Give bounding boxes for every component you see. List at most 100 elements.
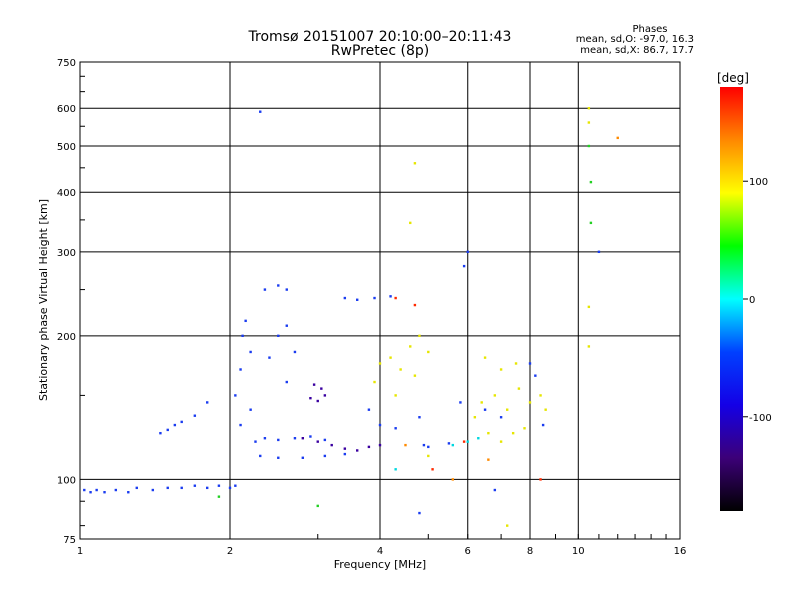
echo-point [528,362,532,365]
x-tick-label: 4 [377,546,383,557]
echo-point [483,356,487,359]
echo-point [95,488,98,492]
x-tick-label: 2 [227,546,233,557]
echo-point [499,416,503,419]
echo-point [320,387,323,390]
echo-point [293,350,297,354]
echo-point [511,431,515,435]
echo-point [263,288,267,291]
echo-point [483,408,487,411]
echo-point [180,420,183,424]
echo-point [323,438,327,442]
echo-point [493,394,497,397]
echo-point [451,478,455,481]
echo-point [193,414,197,417]
echo-point [316,504,319,508]
echo-point [418,511,421,515]
echo-point [259,454,262,458]
echo-point [323,394,327,397]
echo-point [413,303,417,307]
colorbar-ticks: 100 0 -100 [743,177,772,424]
echo-point [343,296,347,300]
echo-point [528,401,532,404]
colorbar: [deg] 100 0 -100 [717,71,772,511]
echo-point [293,437,297,440]
echo-point [277,438,280,442]
y-tick-label: 100 [57,475,76,486]
echo-point [473,416,477,419]
echo-point [422,443,426,447]
plot-area: 1 2 4 6 8 10 16 75 100 200 300 400 500 600 750 [57,58,686,557]
grid-lines [79,62,681,539]
echo-point [277,334,280,338]
y-tick-label: 300 [57,248,76,259]
echo-point [539,478,542,481]
echo-point [343,447,347,450]
echo-point [418,334,421,338]
echo-point [285,324,288,327]
echo-point [166,428,169,432]
echo-point [330,443,333,447]
echo-point [217,495,221,498]
echo-point [394,468,397,471]
echo-point [413,162,417,165]
echo-point [487,458,490,461]
echo-point [309,396,312,400]
echo-point [316,399,319,403]
echo-point [394,394,397,397]
echo-point [193,484,197,487]
echo-point [378,443,382,447]
echo-point [249,408,252,411]
echo-point [239,368,242,371]
echo-point [589,180,593,184]
echo-point [217,484,221,487]
echo-point [83,488,86,492]
echo-point [587,121,591,124]
echo-point [263,437,267,440]
echo-point [301,437,305,440]
echo-point [477,437,480,440]
echo-point [244,319,247,323]
echo-point [259,110,262,113]
echo-point [413,374,417,377]
echo-point [427,350,430,354]
echo-point [316,440,319,443]
echo-point [285,288,288,291]
echo-point [616,136,619,140]
echo-point [394,296,397,300]
phases-title: Phases [632,24,667,35]
echo-point [539,394,542,397]
colorbar-tick-label: 100 [749,177,768,188]
x-axis-label: Frequency [MHz] [334,558,426,571]
echo-point [309,435,312,438]
echo-point [589,221,593,225]
y-axis-label: Stationary phase Virtual Height [km] [37,199,50,401]
echo-point [514,362,518,365]
echo-point [367,408,371,411]
echo-point [462,440,466,443]
echo-point [499,440,503,443]
y-axis-ticks: 75 100 200 300 400 500 600 750 [57,58,76,546]
echo-point [249,350,252,354]
y-tick-label: 75 [63,535,76,546]
chart-subtitle: RwPretec (8p) [331,43,429,59]
phases-x-mode: mean, sd,X: 86.7, 17.7 [580,45,694,56]
y-tick-label: 200 [57,332,76,343]
echo-point [587,107,591,110]
echo-point [427,445,430,449]
y-tick-label: 750 [57,58,76,69]
echo-point [127,491,130,494]
echo-point [587,305,591,309]
echo-point [89,491,92,494]
echo-point [447,442,451,445]
echo-point [180,486,183,490]
echo-point [355,298,359,301]
colorbar-gradient [720,87,743,511]
echo-point [499,368,503,371]
echo-point [373,380,376,384]
chart-title: Tromsø 20151007 20:10:00–20:11:43 [248,29,512,45]
echo-point [409,345,412,348]
x-tick-label: 16 [674,546,687,557]
echo-point [505,408,509,411]
